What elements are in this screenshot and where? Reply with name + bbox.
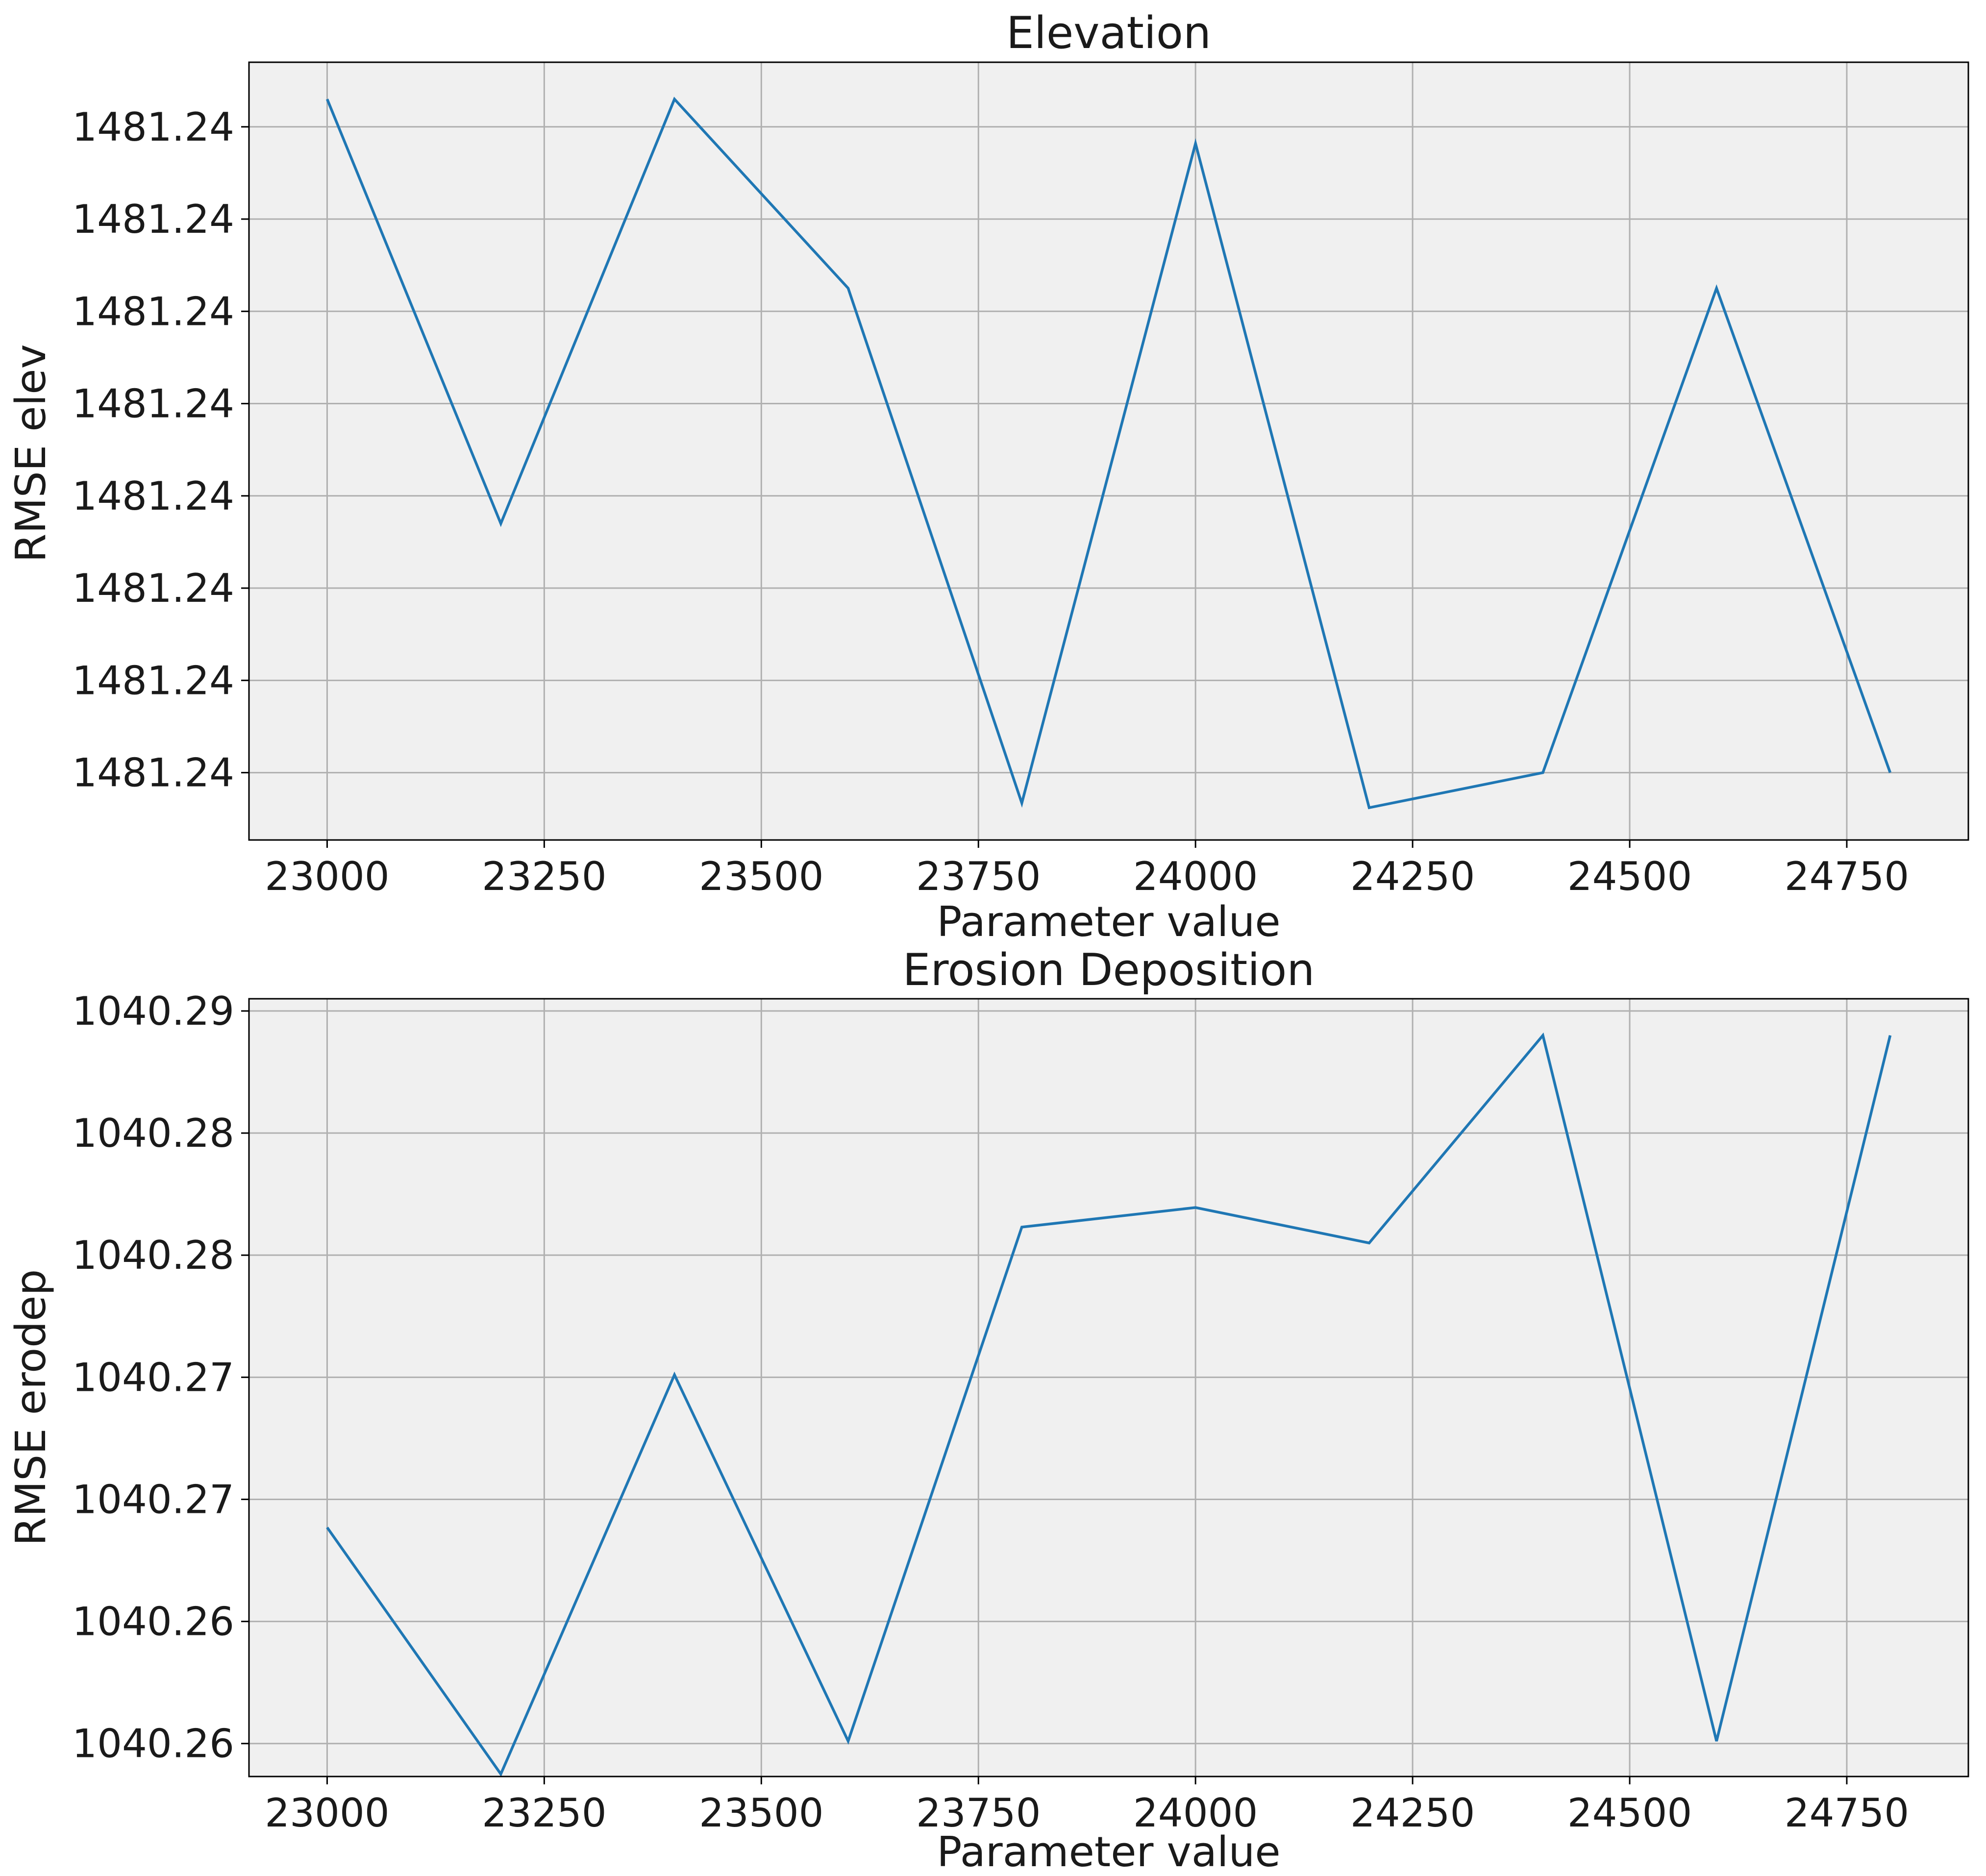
y-tick-label: 1481.24 [72,658,234,703]
y-tick-label: 1481.24 [72,197,234,242]
elevation-plot: 23000 23250 23500 23750 24000 24250 24500 24750… [7,7,1969,946]
x-tick-label: 23500 [699,854,824,899]
y-tick-label: 1040.28 [72,1233,234,1278]
y-tick-label: 1481.24 [72,566,234,611]
y-tick-label: 1481.24 [72,750,234,796]
y-tick-label: 1040.29 [72,988,234,1034]
x-tick-label: 23750 [916,1790,1041,1836]
plot-area [249,999,1968,1777]
x-tick-label: 24250 [1350,854,1475,899]
y-tick-label: 1481.24 [72,381,234,427]
chart-title: Elevation [1006,7,1211,59]
y-tick-label: 1481.24 [72,289,234,334]
y-tick-label: 1481.24 [72,473,234,519]
x-tick-label: 23500 [699,1790,824,1836]
x-tick-label: 23000 [265,1790,390,1836]
y-axis-ticks: 1040.26 1040.26 1040.27 1040.27 1040.28 1040.… [72,988,249,1767]
y-tick-label: 1040.28 [72,1111,234,1156]
x-tick-label: 24500 [1567,854,1692,899]
x-tick-label: 24500 [1567,1790,1692,1836]
x-axis-label: Parameter value [937,898,1280,946]
x-tick-label: 23250 [482,854,607,899]
y-tick-label: 1040.27 [72,1477,234,1522]
y-axis-label: RMSE erodep [7,1269,55,1546]
series-line [326,1032,1892,1777]
x-tick-label: 23750 [916,854,1041,899]
x-tick-label: 23000 [265,854,390,899]
y-tick-label: 1481.24 [72,104,234,150]
chart-title: Erosion Deposition [903,944,1315,996]
grid [249,62,1968,840]
y-axis-ticks: 1481.24 1481.24 1481.24 1481.24 1481.24 1481.… [72,104,249,796]
plot-frame [248,998,1969,1777]
x-tick-label: 23250 [482,1790,607,1836]
y-tick-label: 1040.26 [72,1599,234,1645]
x-axis-ticks: 23000 23250 23500 23750 24000 24250 24500 24750 [265,1777,1909,1836]
x-tick-label: 24000 [1133,854,1258,899]
x-axis-ticks: 23000 23250 23500 23750 24000 24250 24500 24750 [265,840,1909,899]
erosion-deposition-plot: 23000 23250 23500 23750 24000 24250 24500 24750… [7,944,1969,1876]
series-layer [325,97,1892,810]
series-line [325,97,1892,810]
x-tick-label: 24250 [1350,1790,1475,1836]
plot-area [249,62,1968,840]
y-tick-label: 1040.26 [72,1721,234,1767]
y-tick-label: 1040.27 [72,1355,234,1400]
y-axis-label: RMSE elev [7,344,55,563]
x-tick-label: 24750 [1785,854,1910,899]
x-tick-label: 24000 [1133,1790,1258,1836]
x-axis-label: Parameter value [937,1828,1280,1876]
series-layer [326,1032,1892,1777]
x-tick-label: 24750 [1785,1790,1910,1836]
plot-frame [248,61,1969,841]
